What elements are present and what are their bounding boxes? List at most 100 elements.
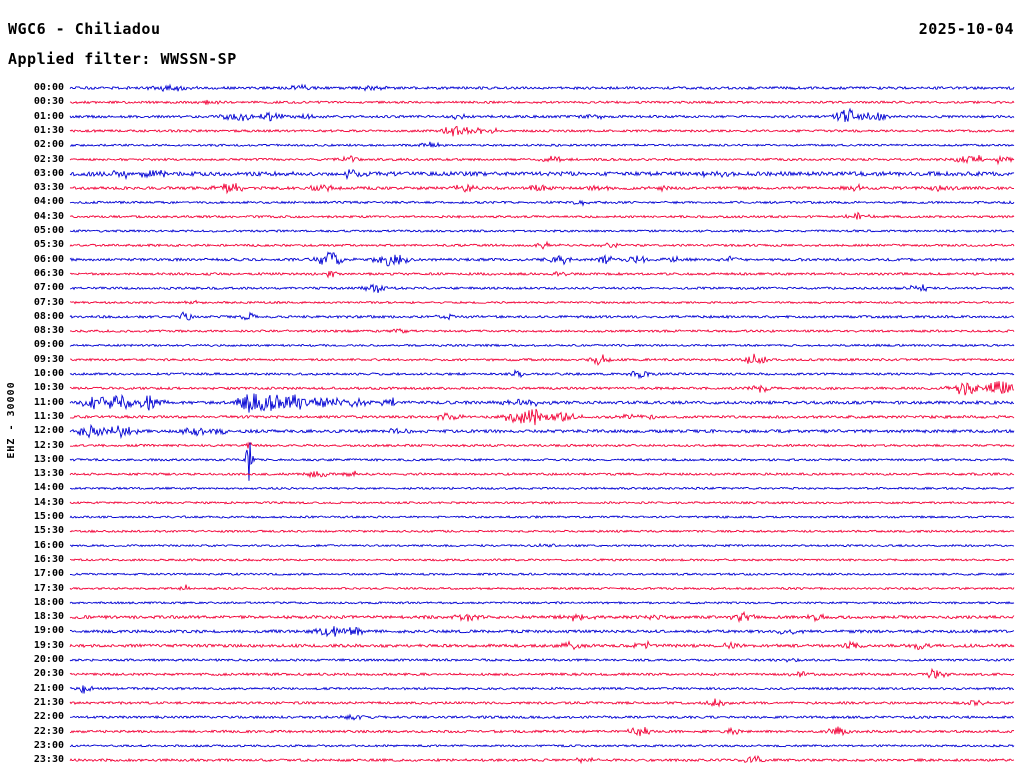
trace-row-03:00: [69, 169, 1015, 181]
trace-row-12:00: [69, 423, 1015, 440]
trace-row-13:00: [69, 442, 1015, 481]
time-label: 01:30: [33, 124, 64, 136]
trace-row-17:00: [69, 572, 1015, 577]
trace-row-01:00: [69, 107, 1015, 123]
time-label: 09:00: [33, 339, 64, 351]
trace-row-21:00: [69, 685, 1015, 694]
trace-row-05:30: [69, 240, 1015, 250]
time-label: 06:00: [33, 253, 64, 265]
trace-row-05:00: [69, 229, 1015, 233]
time-label: 14:00: [33, 482, 64, 494]
trace-row-09:00: [69, 343, 1015, 348]
trace-row-21:30: [69, 698, 1015, 708]
trace-row-04:00: [69, 199, 1015, 207]
time-label: 15:00: [33, 511, 64, 522]
trace-row-15:30: [69, 529, 1015, 534]
trace-row-01:30: [69, 125, 1015, 137]
trace-row-18:00: [69, 600, 1015, 605]
trace-row-06:30: [69, 270, 1015, 279]
trace-row-03:30: [69, 182, 1015, 195]
time-label: 02:00: [33, 139, 64, 151]
trace-row-16:30: [69, 557, 1015, 562]
time-label: 01:00: [33, 110, 64, 122]
time-label: 11:00: [33, 396, 64, 408]
time-label: 23:00: [33, 739, 64, 751]
time-label: 08:00: [33, 310, 64, 322]
time-label: 22:30: [33, 725, 64, 737]
trace-row-06:00: [69, 251, 1015, 267]
trace-row-02:00: [69, 141, 1015, 149]
trace-row-11:00: [69, 393, 1015, 413]
time-label: 21:00: [33, 682, 64, 694]
time-label: 07:30: [33, 296, 64, 308]
time-label: 20:30: [33, 668, 64, 680]
time-label: 16:30: [33, 553, 64, 565]
time-label: 05:00: [33, 225, 64, 236]
trace-row-19:00: [69, 626, 1015, 638]
time-label: 18:30: [33, 611, 64, 623]
time-label: 08:30: [33, 325, 64, 337]
time-label: 06:30: [33, 267, 64, 279]
time-label: 14:30: [33, 496, 64, 508]
time-label: 09:30: [33, 353, 64, 365]
trace-row-00:00: [69, 83, 1015, 93]
trace-row-07:00: [69, 283, 1015, 294]
time-label: 18:00: [33, 596, 64, 608]
trace-row-15:00: [69, 515, 1015, 519]
time-label: 11:30: [33, 410, 64, 422]
record-date: 2025-10-04: [918, 20, 1014, 38]
trace-row-14:00: [69, 486, 1015, 491]
trace-row-23:30: [69, 755, 1015, 765]
trace-row-22:00: [70, 713, 1015, 721]
trace-row-11:30: [70, 408, 1015, 426]
time-label: 10:00: [33, 368, 64, 379]
time-label: 04:00: [33, 196, 64, 208]
trace-row-20:30: [69, 667, 1015, 679]
trace-row-04:30: [69, 211, 1015, 220]
time-label: 03:30: [33, 182, 64, 194]
time-label: 13:00: [33, 453, 64, 465]
time-label: 00:30: [33, 96, 64, 108]
trace-row-14:30: [69, 500, 1015, 505]
time-label: 19:30: [33, 639, 64, 651]
trace-row-10:30: [69, 381, 1015, 396]
time-label: 00:00: [33, 82, 64, 93]
trace-row-10:00: [69, 368, 1015, 380]
time-label: 16:00: [33, 539, 64, 551]
time-label: 15:30: [33, 525, 64, 537]
trace-row-09:30: [70, 353, 1015, 366]
trace-row-07:30: [69, 299, 1015, 305]
time-label: 17:00: [33, 568, 64, 580]
time-label: 21:30: [33, 696, 64, 708]
trace-row-02:30: [69, 154, 1015, 166]
trace-row-22:30: [69, 726, 1015, 737]
station-title: WGC6 - Chiliadou: [8, 20, 161, 38]
trace-row-13:30: [69, 470, 1015, 479]
trace-row-23:00: [69, 743, 1015, 748]
time-label: 03:00: [33, 167, 64, 179]
time-label: 04:30: [33, 210, 64, 222]
time-label: 20:00: [33, 654, 64, 665]
trace-row-00:30: [69, 99, 1015, 106]
time-label: 07:00: [33, 282, 64, 294]
trace-row-12:30: [69, 441, 1015, 449]
time-label: 22:00: [33, 711, 64, 723]
trace-row-16:00: [69, 542, 1015, 548]
time-label: 17:30: [33, 582, 64, 594]
trace-row-19:30: [69, 639, 1015, 651]
time-label: 19:00: [33, 625, 64, 637]
time-label: 13:30: [33, 468, 64, 480]
time-label: 05:30: [33, 239, 64, 251]
trace-row-08:30: [69, 328, 1015, 334]
trace-row-20:00: [69, 657, 1015, 663]
trace-row-17:30: [69, 584, 1015, 591]
filter-label: Applied filter: WWSSN-SP: [8, 50, 237, 68]
time-label: 23:30: [33, 754, 64, 766]
time-label: 10:30: [33, 382, 64, 394]
time-label: 12:00: [33, 425, 64, 437]
time-label: 12:30: [33, 439, 64, 451]
trace-row-08:00: [69, 311, 1015, 321]
trace-row-18:30: [69, 610, 1015, 624]
